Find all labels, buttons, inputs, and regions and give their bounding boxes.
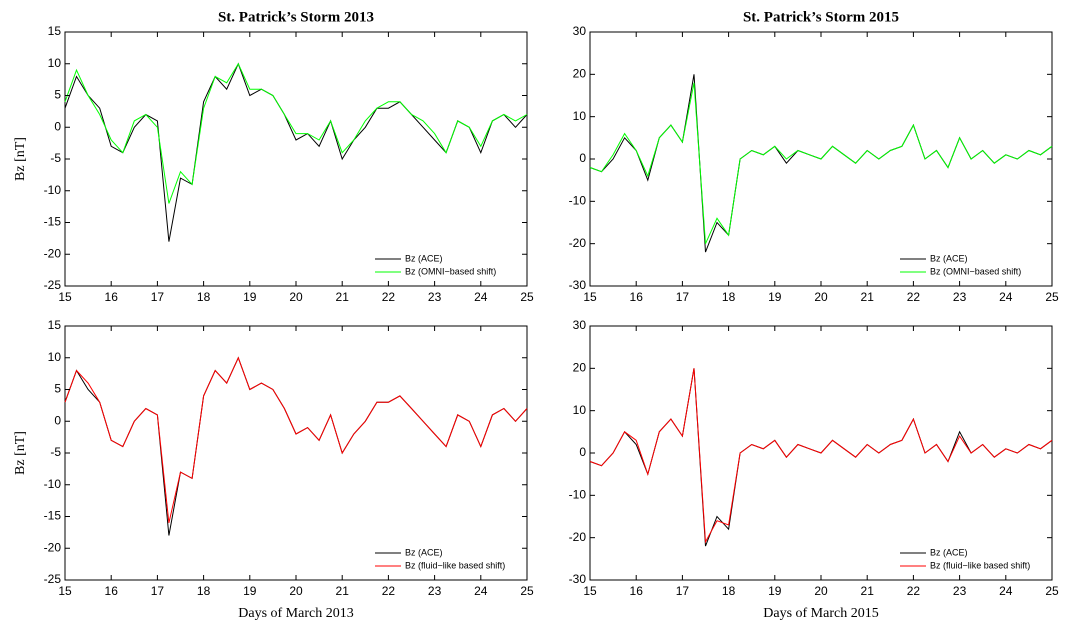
y-tick-label: -10 [569, 194, 587, 208]
x-tick-label: 25 [1045, 584, 1059, 598]
x-tick-label: 24 [474, 584, 488, 598]
x-tick-label: 23 [953, 290, 967, 304]
y-axis-label: Bz [nT] [13, 137, 28, 181]
x-tick-label: 20 [289, 584, 303, 598]
x-tick-label: 18 [722, 584, 736, 598]
x-tick-label: 21 [336, 290, 350, 304]
y-tick-label: 30 [573, 24, 587, 38]
legend-label: Bz (ACE) [930, 547, 968, 557]
y-tick-label: -30 [569, 278, 587, 292]
legend-label: Bz (OMNI−based shift) [930, 266, 1021, 276]
x-tick-label: 25 [1045, 290, 1059, 304]
y-tick-label: -10 [44, 183, 62, 197]
x-tick-label: 22 [907, 290, 921, 304]
y-tick-label: 10 [48, 350, 62, 364]
x-tick-label: 24 [999, 584, 1013, 598]
legend-label: Bz (fluid−like based shift) [405, 560, 505, 570]
x-tick-label: 23 [428, 584, 442, 598]
x-tick-label: 23 [428, 290, 442, 304]
y-tick-label: -20 [569, 530, 587, 544]
y-axis-label: Bz [nT] [13, 431, 28, 475]
x-tick-label: 16 [105, 290, 119, 304]
y-tick-label: 15 [48, 24, 62, 38]
plot-frame [64, 31, 528, 287]
x-tick-label: 18 [197, 584, 211, 598]
x-tick-label: 21 [861, 584, 875, 598]
y-tick-label: -30 [569, 572, 587, 586]
y-tick-label: -25 [44, 278, 62, 292]
x-tick-label: 25 [520, 584, 534, 598]
x-tick-label: 19 [243, 290, 257, 304]
x-tick-label: 20 [814, 584, 828, 598]
y-tick-label: -15 [44, 215, 62, 229]
x-tick-label: 22 [907, 584, 921, 598]
y-tick-label: 20 [573, 361, 587, 375]
series-line [64, 62, 528, 204]
y-tick-label: 0 [579, 445, 586, 459]
y-tick-label: 5 [54, 88, 61, 102]
x-tick-label: 17 [676, 584, 690, 598]
y-tick-label: 30 [573, 318, 587, 332]
y-tick-label: 20 [573, 67, 587, 81]
x-tick-label: 18 [722, 290, 736, 304]
x-tick-label: 20 [814, 290, 828, 304]
legend-label: Bz (OMNI−based shift) [405, 266, 496, 276]
x-tick-label: 21 [861, 290, 875, 304]
x-tick-label: 22 [382, 290, 396, 304]
x-tick-label: 24 [474, 290, 488, 304]
y-tick-label: -5 [50, 445, 61, 459]
y-tick-label: -15 [44, 509, 62, 523]
chart-title: St. Patrick’s Storm 2015 [743, 9, 899, 25]
x-tick-label: 17 [151, 584, 165, 598]
x-tick-label: 25 [520, 290, 534, 304]
y-tick-label: 5 [54, 382, 61, 396]
y-tick-label: 0 [579, 151, 586, 165]
x-tick-label: 21 [336, 584, 350, 598]
x-tick-label: 17 [151, 290, 165, 304]
y-tick-label: -20 [569, 236, 587, 250]
y-tick-label: 0 [54, 119, 61, 133]
x-tick-label: 18 [197, 290, 211, 304]
y-tick-label: 0 [54, 413, 61, 427]
x-tick-label: 16 [105, 584, 119, 598]
y-tick-label: -20 [44, 540, 62, 554]
x-tick-label: 22 [382, 584, 396, 598]
y-tick-label: 10 [48, 56, 62, 70]
legend-label: Bz (ACE) [930, 253, 968, 263]
chart-title: St. Patrick’s Storm 2013 [218, 9, 374, 25]
y-tick-label: 10 [573, 403, 587, 417]
x-tick-label: 15 [58, 290, 72, 304]
x-tick-label: 24 [999, 290, 1013, 304]
x-tick-label: 16 [630, 290, 644, 304]
legend-label: Bz (fluid−like based shift) [930, 560, 1030, 570]
legend-label: Bz (ACE) [405, 253, 443, 263]
plot-frame [64, 325, 528, 581]
x-tick-label: 15 [583, 290, 597, 304]
x-tick-label: 19 [768, 290, 782, 304]
x-axis-label: Days of March 2015 [763, 606, 878, 621]
y-tick-label: -10 [44, 477, 62, 491]
x-axis-label: Days of March 2013 [238, 606, 353, 621]
x-tick-label: 23 [953, 584, 967, 598]
y-tick-label: -20 [44, 246, 62, 260]
y-tick-label: -5 [50, 151, 61, 165]
series-line [589, 368, 1053, 544]
y-tick-label: -25 [44, 572, 62, 586]
x-tick-label: 19 [768, 584, 782, 598]
x-tick-label: 20 [289, 290, 303, 304]
x-tick-label: 15 [58, 584, 72, 598]
x-tick-label: 15 [583, 584, 597, 598]
series-line [64, 356, 528, 524]
y-tick-label: 10 [573, 109, 587, 123]
y-tick-label: -10 [569, 488, 587, 502]
x-tick-label: 19 [243, 584, 257, 598]
series-line [589, 82, 1053, 244]
x-tick-label: 17 [676, 290, 690, 304]
y-tick-label: 15 [48, 318, 62, 332]
legend-label: Bz (ACE) [405, 547, 443, 557]
x-tick-label: 16 [630, 584, 644, 598]
